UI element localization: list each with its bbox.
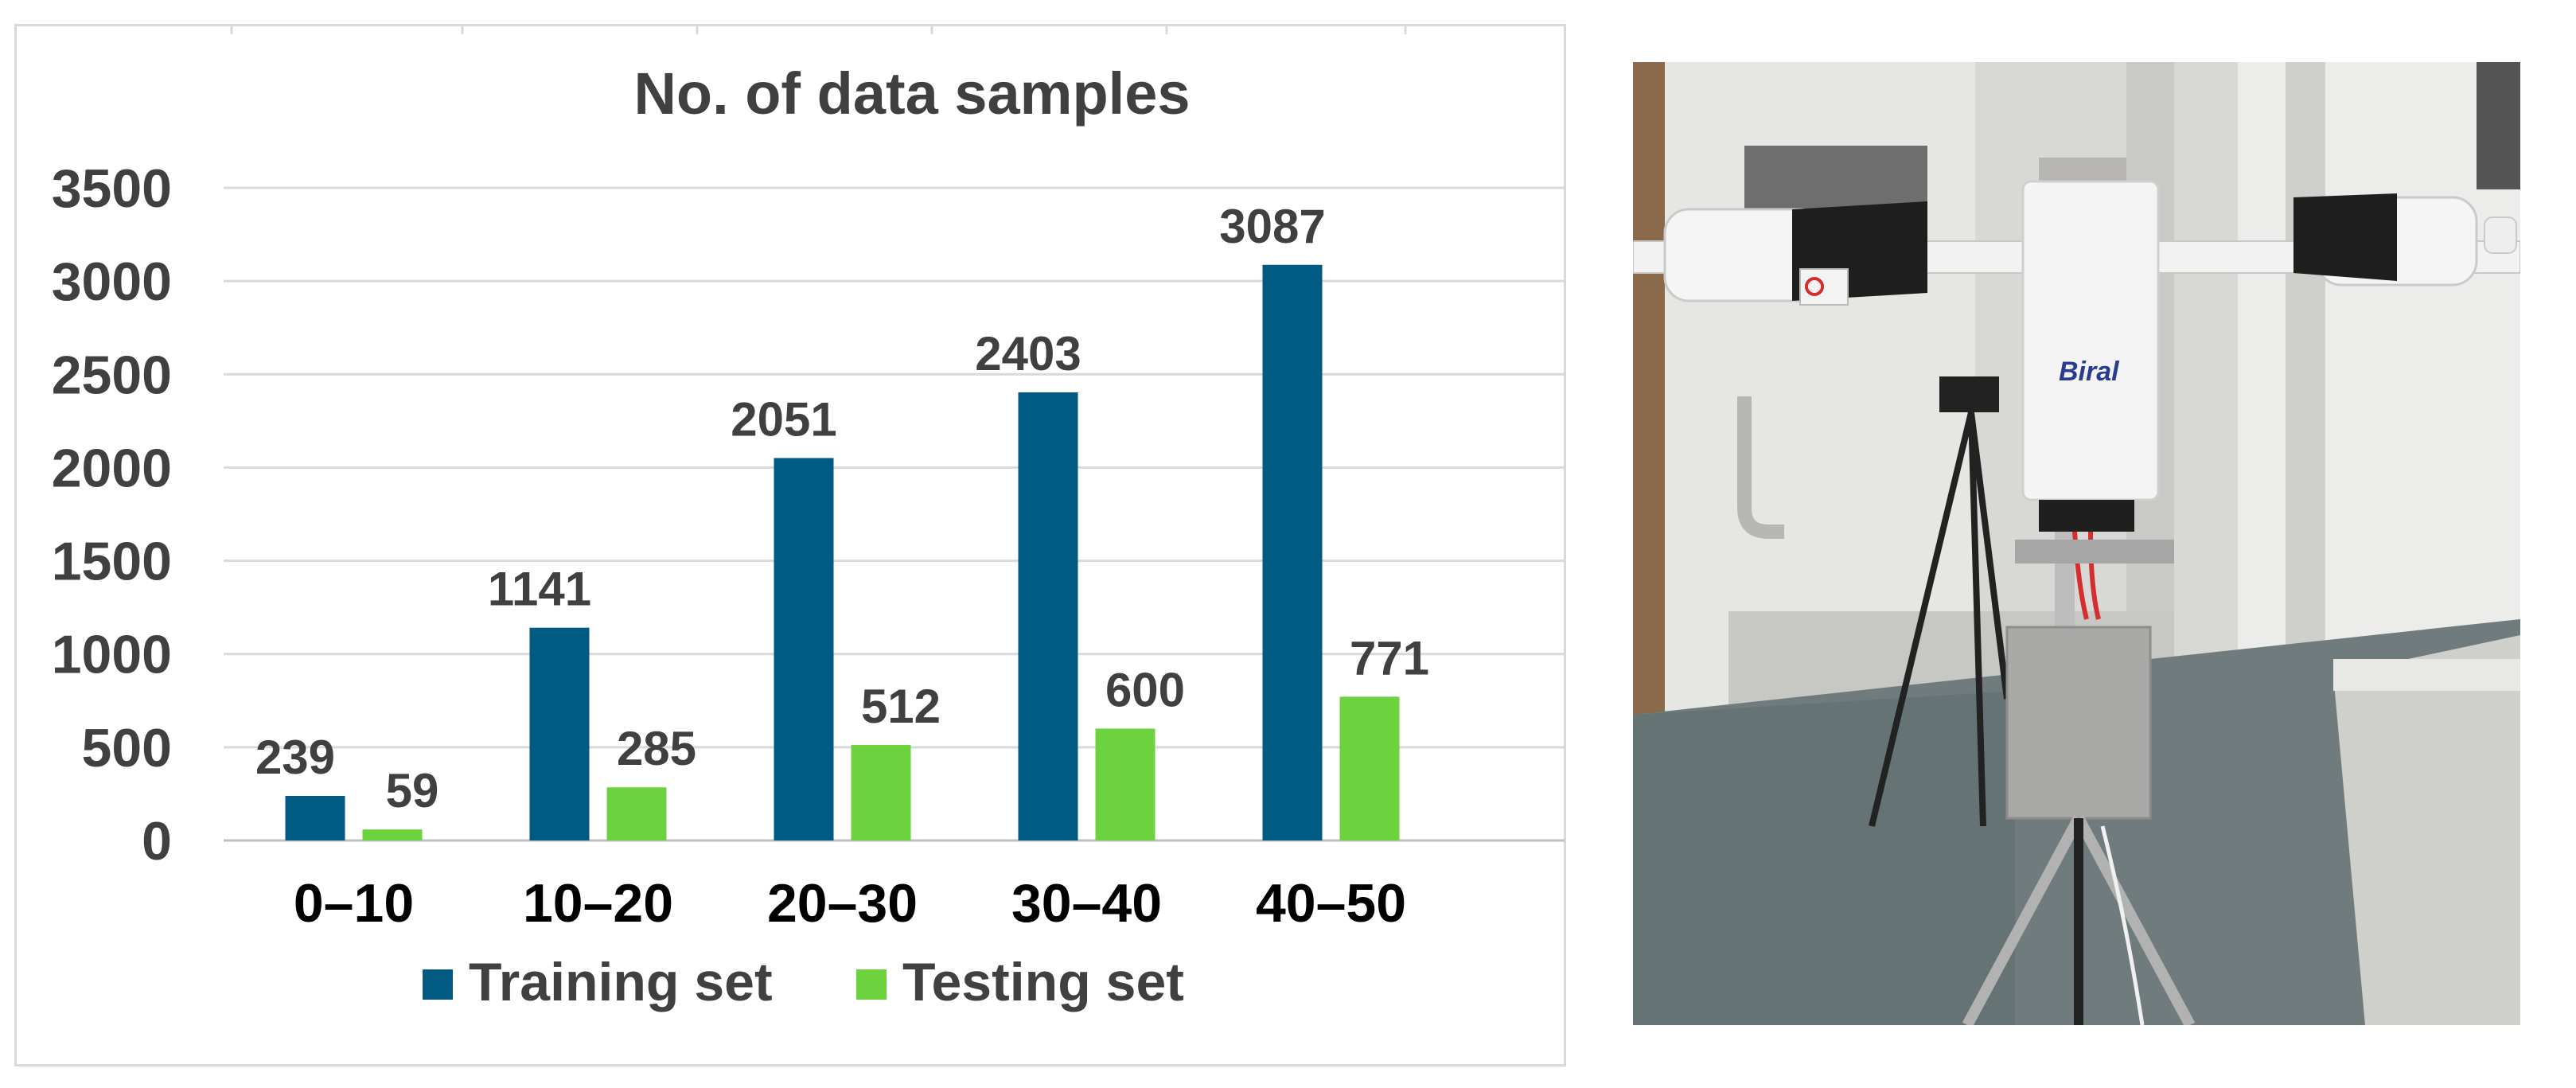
y-tick-label-500: 500 (82, 718, 172, 778)
x-tick-label-4: 40–50 (1256, 873, 1406, 934)
bar-training-2 (774, 458, 834, 840)
y-tick-label-2000: 2000 (52, 438, 172, 498)
data-label-testing-0: 59 (386, 764, 439, 817)
data-label-testing-4: 771 (1350, 631, 1429, 684)
bar-testing-3 (1095, 728, 1155, 840)
y-tick-label-3500: 3500 (52, 158, 172, 219)
legend-label-0: Training set (469, 952, 773, 1012)
camera (1939, 376, 1999, 412)
y-tick-label-1500: 1500 (52, 532, 172, 592)
sensor-photo: Biral (1633, 62, 2520, 1025)
data-label-testing-3: 600 (1105, 663, 1185, 716)
data-label-training-3: 2403 (975, 327, 1081, 380)
x-tick-label-1: 10–20 (523, 873, 673, 934)
data-label-training-1: 1141 (488, 563, 591, 616)
x-tick-label-2: 20–30 (767, 873, 918, 934)
bar-training-1 (529, 627, 590, 840)
data-label-testing-1: 285 (617, 722, 696, 775)
receiver-head (2293, 193, 2397, 281)
bar-testing-0 (362, 829, 423, 840)
weather-sensor-photo-illustration: Biral (1633, 62, 2520, 1025)
chart-title: No. of data samples (633, 60, 1190, 127)
bar-training-0 (285, 796, 345, 840)
power-box (2005, 626, 2152, 820)
data-label-training-0: 239 (255, 731, 335, 784)
brand-label: Biral (2059, 357, 2120, 387)
legend-swatch-1 (856, 969, 887, 1000)
bar-training-3 (1018, 392, 1078, 840)
bar-testing-4 (1339, 696, 1400, 840)
bench (2333, 635, 2520, 1025)
bar-testing-1 (606, 787, 667, 840)
y-tick-label-3000: 3000 (52, 252, 172, 312)
bar-testing-2 (851, 745, 911, 840)
x-tick-label-3: 30–40 (1011, 873, 1162, 934)
sensor-housing (2021, 180, 2160, 501)
y-tick-label-2500: 2500 (52, 345, 172, 405)
legend-swatch-0 (423, 969, 453, 1000)
x-tick-label-0: 0–10 (294, 873, 414, 934)
bar-chart: 0 500 1000 1500 2000 2500 3000 3500 239 59 0–10 114… (52, 26, 1565, 1012)
data-label-testing-2: 512 (861, 680, 941, 733)
y-tick-label-1000: 1000 (52, 625, 172, 685)
y-tick-label-0: 0 (142, 811, 172, 872)
data-label-training-2: 2051 (731, 392, 836, 446)
chart-panel: 0 500 1000 1500 2000 2500 3000 3500 239 59 0–10 114… (14, 24, 1566, 1067)
legend-label-1: Testing set (902, 952, 1184, 1012)
data-label-training-4: 3087 (1219, 200, 1325, 253)
bar-training-4 (1262, 264, 1323, 840)
